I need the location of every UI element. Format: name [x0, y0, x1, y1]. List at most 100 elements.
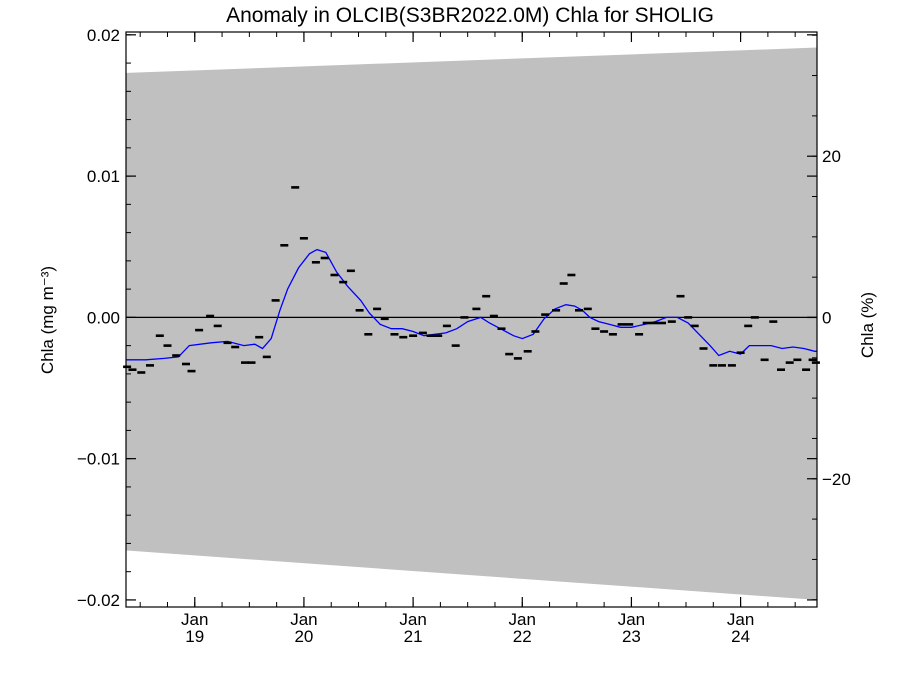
anomaly-point — [128, 368, 137, 371]
anomaly-point — [195, 328, 204, 332]
anomaly-point — [676, 294, 685, 298]
chart-title: Anomaly in OLCIB(S3BR2022.0M) Chla for S… — [226, 4, 714, 27]
anomaly-point — [442, 324, 451, 328]
anomaly-point — [182, 362, 190, 366]
anomaly-point — [793, 358, 802, 362]
anomaly-point — [541, 313, 550, 316]
anomaly-point — [608, 333, 617, 336]
anomaly-point — [625, 323, 634, 326]
anomaly-point — [223, 341, 232, 345]
anomaly-point — [699, 347, 708, 350]
anomaly-point — [658, 321, 666, 325]
right-tick-label: 0 — [822, 308, 831, 327]
anomaly-point — [744, 324, 753, 328]
anomaly-point — [531, 330, 540, 333]
left-tick-label: −0.01 — [77, 450, 120, 469]
anomaly-point — [137, 371, 146, 374]
anomaly-point — [552, 309, 561, 312]
anomaly-point — [667, 320, 676, 323]
smoothed-series-layer — [126, 248, 817, 361]
anomaly-point — [399, 335, 408, 339]
anomaly-point — [460, 316, 469, 319]
anomaly-point — [642, 321, 651, 325]
time-tick-year: 23 — [622, 627, 641, 646]
anomaly-point — [339, 280, 348, 284]
uncertainty-band-layer — [126, 47, 817, 600]
anomaly-point — [380, 317, 389, 321]
time-tick-month: Jan — [181, 610, 208, 629]
anomaly-point — [489, 314, 498, 318]
anomaly-point — [280, 244, 289, 247]
anomaly-point — [320, 256, 329, 260]
anomaly-point — [373, 307, 382, 311]
time-tick-month: Jan — [290, 610, 317, 629]
time-tick-year: 20 — [294, 627, 313, 646]
anomaly-point — [434, 334, 443, 337]
anomaly-point — [567, 273, 576, 277]
time-tick-year: 24 — [731, 627, 750, 646]
anomaly-point — [727, 364, 736, 367]
anomaly-point — [346, 269, 355, 273]
anomaly-point — [785, 361, 794, 364]
anomaly-point — [213, 324, 222, 328]
anomaly-point — [262, 355, 271, 359]
anomaly-point — [364, 333, 373, 336]
anomaly-point — [690, 324, 699, 328]
anomaly-point — [750, 316, 759, 319]
anomaly-point — [600, 330, 609, 333]
plot-frame — [125, 31, 818, 608]
anomaly-point — [187, 369, 196, 373]
monthly-anomaly-layer — [123, 186, 820, 374]
left-tick-label: 0.01 — [87, 167, 120, 186]
time-tick-year: 19 — [185, 627, 204, 646]
anomaly-point — [718, 364, 726, 367]
anomaly-point — [709, 364, 718, 367]
anomaly-point — [426, 334, 435, 337]
anomaly-point — [575, 309, 583, 312]
anomaly-point — [299, 237, 308, 240]
left-tick-label: −0.02 — [77, 591, 120, 610]
anomaly-point — [802, 368, 811, 371]
anomaly-point — [172, 354, 181, 357]
anomaly-point — [271, 299, 280, 302]
left-tick-label: 0.00 — [87, 308, 120, 327]
right-axis-ticks: 20 0 −20 — [807, 34, 851, 601]
right-axis-title: Chla (%) — [858, 292, 877, 358]
plot-frame-layer — [125, 31, 818, 608]
smoothed-series-line — [126, 248, 817, 361]
anomaly-point — [472, 307, 481, 311]
anomaly-point — [513, 357, 522, 360]
anomaly-point — [482, 294, 491, 298]
anomaly-point — [409, 334, 418, 337]
left-axis-title: Chla (mg m⁻³) — [38, 266, 57, 374]
anomaly-point — [497, 327, 506, 330]
anomaly-point — [255, 335, 264, 339]
anomaly-point — [231, 345, 240, 349]
time-tick-month: Jan — [727, 610, 754, 629]
anomaly-point — [617, 323, 626, 326]
anomaly-point — [451, 344, 460, 347]
anomaly-point — [684, 316, 693, 319]
anomaly-point — [155, 334, 164, 337]
anomaly-point — [769, 320, 778, 323]
uncertainty-band — [126, 47, 817, 600]
left-axis-ticks: 0.02 0.01 0.00 −0.01 −0.02 — [77, 26, 817, 610]
anomaly-point — [760, 358, 769, 362]
anomaly-point — [736, 351, 745, 354]
anomaly-point — [146, 364, 154, 367]
anomaly-point — [811, 361, 820, 364]
anomaly-point — [311, 261, 320, 264]
time-tick-month: Jan — [509, 610, 536, 629]
anomaly-point — [206, 314, 215, 318]
right-tick-label: −20 — [822, 470, 851, 489]
anomaly-point — [650, 321, 659, 325]
anomaly-point — [777, 368, 785, 371]
time-tick-year: 22 — [513, 627, 532, 646]
anomaly-point — [355, 309, 364, 312]
anomaly-point — [583, 307, 592, 311]
anomaly-point — [523, 350, 532, 353]
anomaly-point — [635, 333, 644, 336]
anomaly-point — [330, 273, 339, 277]
time-tick-month: Jan — [399, 610, 426, 629]
